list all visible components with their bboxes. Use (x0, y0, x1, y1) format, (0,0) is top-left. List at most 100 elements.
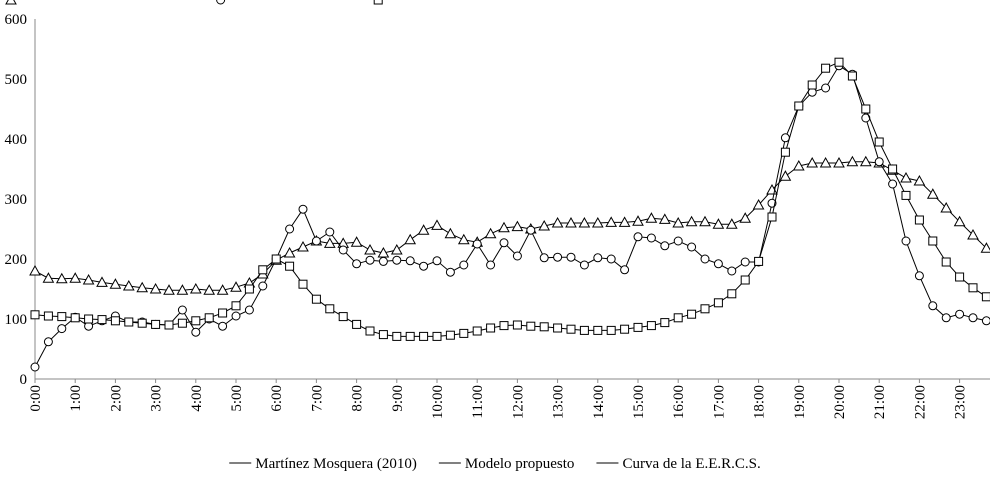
data-point (888, 179, 898, 189)
x-tick-label: 5:00 (229, 385, 245, 412)
data-point (591, 216, 604, 228)
x-tick-label: 11:00 (470, 385, 486, 419)
x-tick-label: 4:00 (189, 385, 205, 412)
y-tick-label: 400 (5, 132, 28, 148)
data-point (888, 164, 898, 174)
y-tick-label: 500 (5, 72, 28, 88)
data-point (794, 101, 804, 111)
legend: Martínez Mosquera (2010) Modelo propuesto… (229, 456, 761, 472)
data-point (953, 215, 966, 227)
series-line (34, 161, 987, 291)
data-point (632, 215, 644, 226)
data-point (780, 133, 790, 143)
data-point (338, 245, 348, 255)
data-point (606, 325, 616, 335)
data-point (940, 201, 953, 213)
data-point (928, 301, 938, 311)
data-point (551, 216, 564, 228)
data-point (191, 327, 201, 337)
legend-label: Curva de la E.E.R.C.S. (622, 456, 760, 472)
data-point (311, 236, 321, 246)
data-point (298, 204, 308, 214)
data-point (926, 188, 939, 199)
data-point (658, 213, 671, 224)
data-point (526, 321, 536, 331)
data-point (968, 283, 978, 293)
data-point (792, 159, 805, 171)
data-point (859, 155, 872, 167)
data-point (646, 233, 656, 243)
data-point (566, 252, 576, 262)
data-point (526, 225, 536, 235)
x-tick-label: 22:00 (912, 385, 928, 419)
legend-marker (373, 0, 383, 5)
data-point (780, 147, 790, 157)
data-point (378, 330, 388, 340)
data-point (914, 271, 924, 281)
legend-label: Modelo propuesto (465, 456, 575, 472)
data-point (847, 71, 857, 81)
data-point (203, 284, 216, 295)
data-point (350, 236, 363, 247)
data-point (285, 261, 295, 271)
data-point (69, 272, 82, 283)
data-point (218, 308, 228, 318)
data-point (364, 243, 376, 255)
data-point (258, 265, 268, 275)
data-point (365, 326, 375, 336)
data-point (30, 362, 40, 372)
data-point (42, 272, 55, 283)
data-point (405, 256, 415, 266)
data-point (498, 221, 510, 233)
data-point (511, 220, 524, 232)
x-tick-label: 2:00 (108, 385, 124, 412)
data-point (593, 253, 603, 263)
data-point (700, 304, 710, 314)
legend-label: Martínez Mosquera (2010) (255, 456, 417, 472)
data-point (271, 254, 281, 264)
data-point (352, 259, 362, 269)
data-point (633, 322, 643, 332)
data-point (137, 318, 147, 328)
data-point (110, 316, 120, 326)
data-point (365, 255, 375, 265)
data-point (941, 257, 951, 267)
series-line (34, 65, 987, 368)
data-point (29, 264, 41, 276)
data-point (981, 316, 990, 326)
data-point (457, 233, 470, 245)
x-tick-label: 10:00 (430, 385, 446, 419)
data-point (620, 324, 630, 334)
x-tick-label: 14:00 (591, 385, 607, 419)
data-point (967, 228, 979, 240)
x-tick-label: 8:00 (350, 385, 366, 412)
data-point (725, 218, 738, 229)
data-point (258, 281, 268, 291)
data-point (605, 216, 618, 227)
data-point (109, 278, 122, 289)
y-tick-label: 600 (5, 12, 28, 28)
data-point (176, 284, 189, 295)
x-tick-label: 17:00 (711, 385, 727, 419)
data-point (606, 254, 616, 264)
data-point (673, 313, 683, 323)
data-point (177, 318, 187, 328)
data-point (151, 319, 161, 329)
data-point (325, 227, 335, 237)
data-point (660, 318, 670, 328)
data-point (216, 284, 229, 295)
data-point (55, 272, 68, 284)
data-point (191, 316, 201, 326)
data-point (712, 218, 725, 229)
data-point (538, 219, 551, 231)
data-point (914, 215, 924, 225)
data-point (96, 276, 108, 287)
data-point (900, 171, 912, 183)
data-point (404, 233, 417, 245)
data-point (230, 281, 242, 292)
data-point (431, 219, 443, 230)
data-point (618, 216, 631, 227)
data-point (338, 312, 348, 322)
data-point (149, 282, 162, 294)
